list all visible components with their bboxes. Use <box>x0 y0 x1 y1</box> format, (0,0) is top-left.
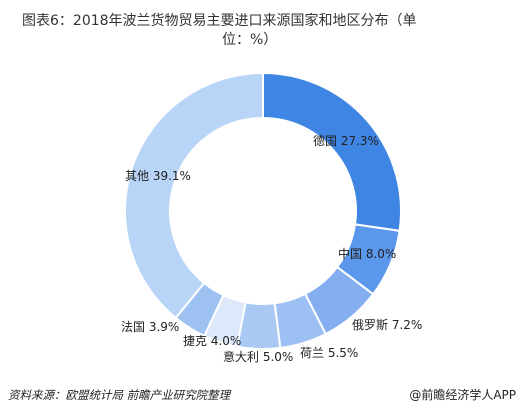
slice-label-2: 俄罗斯 7.2% <box>352 318 422 332</box>
slice-label-4: 意大利 5.0% <box>223 349 293 364</box>
credit-label: @前瞻经济学人APP <box>409 387 516 402</box>
center-watermark-label: wels tools <box>220 202 305 220</box>
slice-label-1: 中国 8.0% <box>338 246 396 261</box>
donut-slice-7 <box>124 71 264 320</box>
donut-slice-0 <box>262 71 402 233</box>
slice-label-7: 其他 39.1% <box>125 169 191 183</box>
slice-label-5: 捷克 4.0% <box>183 334 241 348</box>
slice-labels: 德国 27.3% 中国 8.0% 俄罗斯 7.2% 荷兰 5.5% 意大利 5.0%捷克… <box>121 133 422 364</box>
donut-slices <box>124 71 402 350</box>
slice-label-3: 荷兰 5.5% <box>300 346 358 360</box>
source-note: 资料来源：欧盟统计局 前瞻产业研究院整理 <box>8 388 232 402</box>
chart-title-line1: 图表6：2018年波兰货物贸易主要进口来源国家和地区分布（单 <box>22 12 417 29</box>
slice-label-6: 法国 3.9% <box>121 320 179 334</box>
chart-title-line2: 位：%） <box>222 32 277 48</box>
slice-label-0: 德国 27.3% <box>313 133 379 148</box>
